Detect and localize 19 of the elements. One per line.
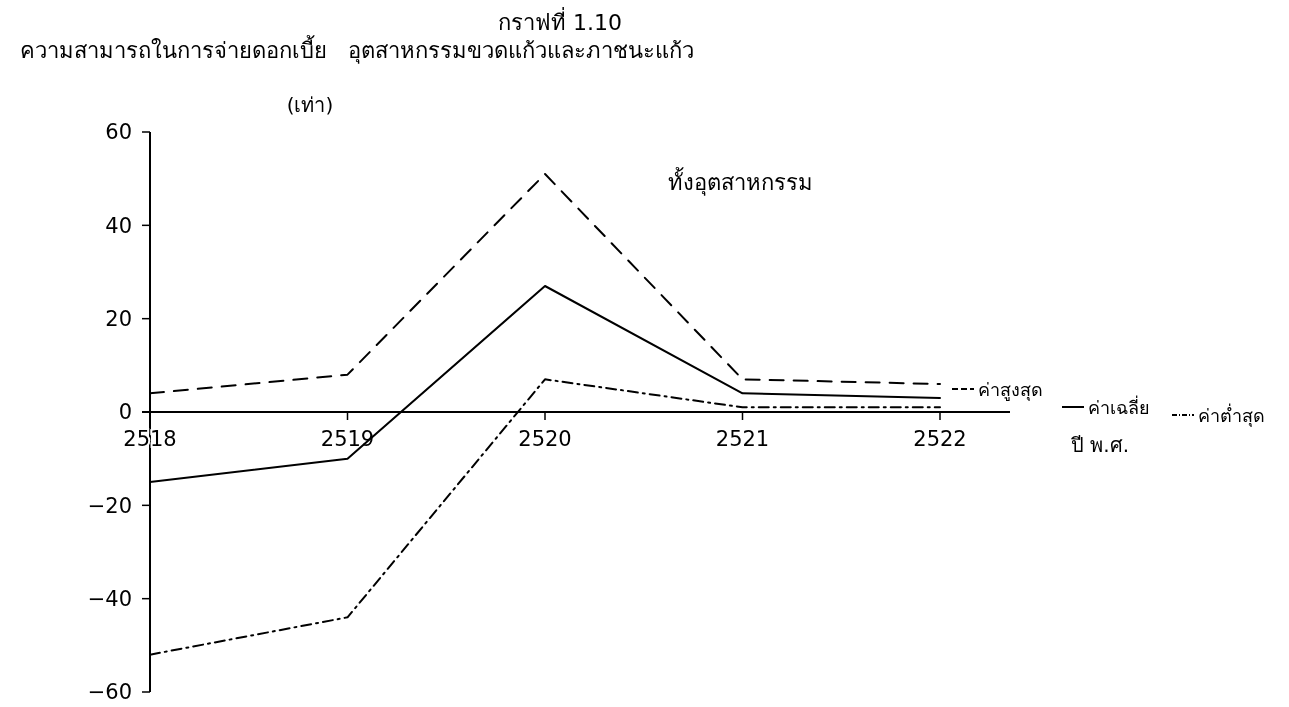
y-tick-label: −40 (87, 587, 132, 612)
legend-label: ค่าสูงสุด (978, 379, 1043, 401)
y-tick-label: 20 (105, 307, 132, 332)
y-tick-label: 0 (118, 400, 132, 425)
y-tick-label: 60 (105, 120, 132, 145)
y-tick-label: 40 (105, 213, 132, 238)
x-tick-label: 2520 (518, 427, 572, 451)
x-tick-label: 2521 (715, 427, 770, 451)
y-tick-label: −60 (87, 680, 132, 705)
annotation: ทั้งอุตสาหกรรม (667, 167, 813, 196)
x-tick-label: 2519 (320, 427, 375, 451)
y-axis-title: (เท่า) (286, 93, 334, 117)
chart-subtitle: ความสามารถในการจ่ายดอกเบี้ย อุตสาหกรรมขวดแก้วและภาชนะแก้ว (20, 35, 694, 64)
x-axis-title: ปี พ.ศ. (1070, 433, 1130, 457)
legend-label: ค่าต่ำสุด (1198, 403, 1265, 427)
legend-label: ค่าเฉลี่ย (1088, 395, 1150, 418)
x-tick-label: 2522 (913, 427, 967, 451)
y-tick-label: −20 (87, 493, 132, 518)
chart-title: กราฟที่ 1.10 (498, 7, 622, 35)
